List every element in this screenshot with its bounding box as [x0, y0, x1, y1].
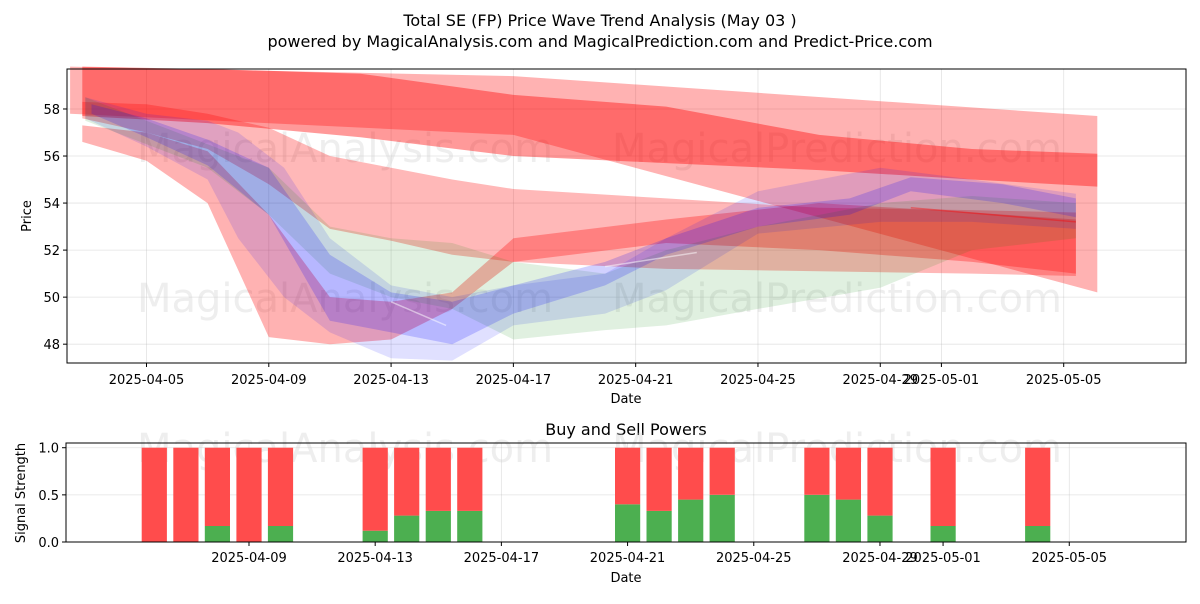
wave-line-2 — [604, 251, 697, 268]
watermark-3: MagicalAnalysis.com — [137, 276, 553, 322]
top-grid — [67, 69, 1186, 363]
buy-bar — [1025, 526, 1051, 542]
top-x-tick-label: 2025-04-21 — [598, 373, 674, 388]
top-y-tick-label: 52 — [43, 244, 60, 259]
sell-bar — [141, 447, 167, 542]
sell-bar — [804, 447, 830, 495]
bottom-x-tick-label: 2025-05-01 — [905, 551, 981, 566]
bottom-y-axis-label: Signal Strength — [14, 443, 29, 543]
bottom-x-tick-label: 2025-04-09 — [211, 551, 287, 566]
top-axis-ticks: 2025-04-05 2025-04-09 2025-04-13 2025-04-17… — [43, 103, 1101, 388]
buy-bar — [709, 494, 735, 542]
sell-bar — [930, 447, 956, 526]
buy-bar — [867, 515, 893, 542]
bottom-x-tick-label: 2025-04-21 — [590, 551, 666, 566]
buy-bar — [930, 526, 956, 542]
sell-bar — [867, 447, 893, 516]
wave-band-4 — [82, 125, 1076, 345]
bottom-chart-title: Buy and Sell Powers — [545, 420, 707, 439]
top-x-tick-label: 2025-04-17 — [476, 373, 552, 388]
wave-line-3 — [390, 301, 447, 327]
figure-title-line2: powered by MagicalAnalysis.com and Magic… — [267, 32, 932, 51]
bottom-x-tick-label: 2025-04-29 — [842, 551, 918, 566]
watermark-2: MagicalPrediction.com — [612, 126, 1062, 172]
top-x-tick-label: 2025-04-25 — [720, 373, 796, 388]
bottom-plot-frame — [65, 442, 1187, 543]
top-x-tick-label: 2025-04-05 — [109, 373, 185, 388]
top-y-tick-label: 56 — [43, 150, 60, 165]
sell-bar — [267, 447, 294, 526]
price-wave-chart: MagicalAnalysis.com MagicalPrediction.co… — [20, 66, 1187, 407]
sell-bar — [1025, 447, 1051, 526]
top-x-tick-label: 2025-05-05 — [1026, 373, 1102, 388]
bottom-y-tick-label: 0.0 — [38, 536, 59, 551]
sell-bar — [362, 447, 388, 531]
buy-bar — [394, 515, 420, 542]
wave-band-6 — [85, 97, 1076, 340]
top-plot-frame — [66, 68, 1187, 364]
bottom-x-tick-label: 2025-05-05 — [1031, 551, 1107, 566]
buy-bar — [804, 494, 830, 542]
buy-sell-powers-chart: Buy and Sell Powers MagicalAnalysis.com … — [14, 420, 1187, 586]
sell-bar — [709, 447, 735, 495]
top-y-tick-label: 50 — [43, 291, 60, 306]
bottom-axis-ticks: 2025-04-09 2025-04-13 2025-04-17 2025-04-21… — [38, 442, 1107, 566]
sell-bar — [646, 447, 672, 511]
top-x-tick-label: 2025-05-01 — [904, 373, 980, 388]
bottom-x-axis-label: Date — [610, 571, 641, 586]
buy-bar — [678, 499, 704, 542]
top-x-tick-label: 2025-04-09 — [231, 373, 307, 388]
wave-line-1 — [910, 207, 1076, 223]
wave-lines — [390, 207, 1076, 327]
sell-bar — [236, 447, 262, 542]
buy-bar — [457, 510, 483, 542]
watermark-5: MagicalAnalysis.com — [137, 426, 553, 472]
sell-bar — [425, 447, 451, 511]
top-x-tick-label: 2025-04-13 — [353, 373, 429, 388]
wave-bands — [70, 66, 1098, 361]
top-y-tick-label: 54 — [43, 197, 60, 212]
wave-band-7 — [91, 104, 1076, 345]
top-x-tick-label: 2025-04-29 — [842, 373, 918, 388]
buy-bar — [425, 510, 451, 542]
figure-title-line1: Total SE (FP) Price Wave Trend Analysis … — [402, 11, 796, 30]
wave-band-3 — [82, 101, 1076, 277]
watermark-1: MagicalAnalysis.com — [137, 126, 553, 172]
wave-band-1 — [70, 66, 1098, 293]
watermark-4: MagicalPrediction.com — [612, 276, 1062, 322]
signal-bars — [141, 447, 1051, 542]
buy-bar — [362, 530, 388, 542]
top-y-axis-label: Price — [20, 200, 35, 232]
bottom-y-tick-label: 1.0 — [38, 442, 59, 457]
sell-bar — [615, 447, 641, 505]
bottom-y-tick-label: 0.5 — [38, 489, 59, 504]
buy-bar — [204, 526, 230, 542]
sell-bar — [835, 447, 861, 500]
top-x-axis-label: Date — [610, 392, 641, 407]
wave-band-2 — [82, 66, 1098, 187]
bottom-x-tick-label: 2025-04-13 — [337, 551, 413, 566]
wave-band-5 — [85, 97, 1076, 361]
sell-bar — [394, 447, 420, 516]
buy-bar — [267, 526, 294, 542]
top-watermarks: MagicalAnalysis.com MagicalPrediction.co… — [137, 126, 1062, 322]
sell-bar — [173, 447, 199, 542]
bottom-x-tick-label: 2025-04-25 — [716, 551, 792, 566]
sell-bar — [457, 447, 483, 511]
top-y-tick-label: 48 — [43, 338, 60, 353]
buy-bar — [615, 504, 641, 542]
buy-bar — [835, 499, 861, 542]
top-y-tick-label: 58 — [43, 103, 60, 118]
buy-bar — [646, 510, 672, 542]
bottom-x-tick-label: 2025-04-17 — [464, 551, 540, 566]
sell-bar — [204, 447, 230, 526]
sell-bar — [678, 447, 704, 500]
